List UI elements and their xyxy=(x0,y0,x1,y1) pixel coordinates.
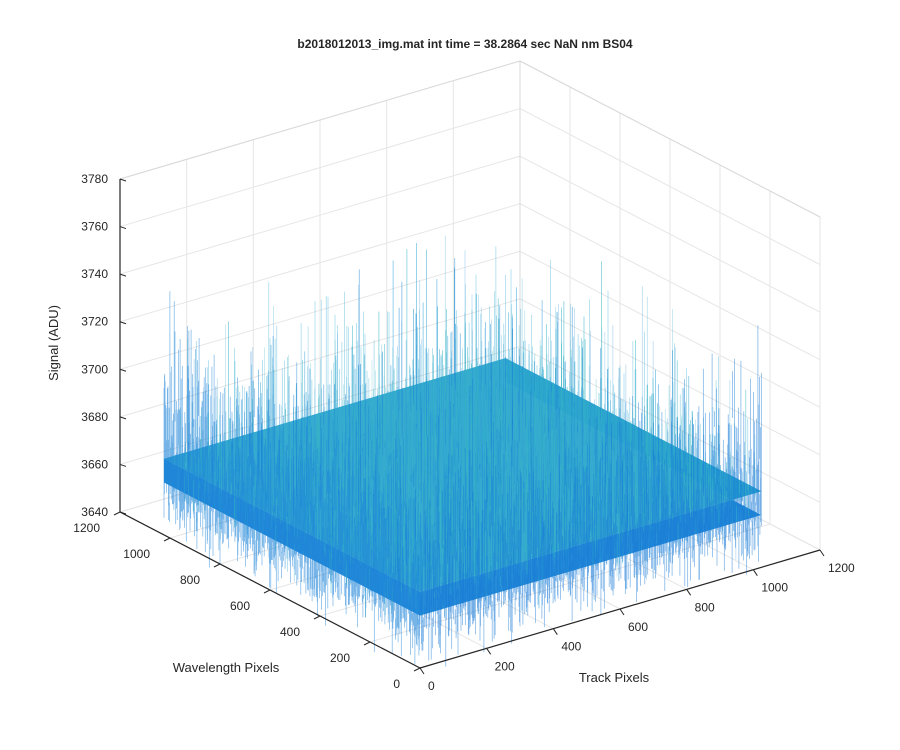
y-tick xyxy=(113,511,121,516)
side-wall-grid-line xyxy=(519,250,821,408)
x-tick-label: 1200 xyxy=(828,561,855,575)
surface xyxy=(163,235,762,667)
y-tick-label: 200 xyxy=(330,651,350,665)
x-tick-label: 600 xyxy=(628,620,648,634)
z-tick-label: 3740 xyxy=(81,267,108,281)
y-tick xyxy=(263,589,271,594)
back-wall-grid-line xyxy=(119,155,521,275)
z-tick xyxy=(119,273,127,277)
x-tick-label: 1000 xyxy=(761,581,788,595)
z-tick xyxy=(119,368,127,372)
z-axis-label: Signal (ADU) xyxy=(46,305,61,381)
z-tick xyxy=(119,321,127,325)
z-tick-label: 3780 xyxy=(81,172,108,186)
surface-speckle-3 xyxy=(181,258,742,617)
z-tick xyxy=(119,226,127,230)
y-tick xyxy=(413,667,421,672)
x-tick xyxy=(619,608,625,616)
y-tick-label: 0 xyxy=(393,677,400,691)
side-wall-grid-line xyxy=(519,298,821,456)
x-tick xyxy=(486,648,492,655)
y-tick-label: 1200 xyxy=(73,521,100,535)
z-tick-label: 3640 xyxy=(81,505,108,519)
x-tick xyxy=(686,589,692,596)
y-tick xyxy=(363,641,371,646)
surface-speckle-5 xyxy=(191,243,732,614)
x-tick xyxy=(819,549,825,557)
side-wall-grid-line xyxy=(519,155,821,313)
z-tick-label: 3660 xyxy=(81,457,108,471)
y-tick xyxy=(163,537,171,542)
y-tick-label: 600 xyxy=(230,599,250,613)
z-tick xyxy=(119,511,127,515)
back-wall-grid-line xyxy=(119,203,521,323)
x-tick-label: 0 xyxy=(428,679,435,693)
z-tick-label: 3760 xyxy=(81,220,108,234)
x-axis-label: Track Pixels xyxy=(579,670,650,685)
y-tick-label: 1000 xyxy=(123,547,150,561)
back-wall-grid-line xyxy=(119,345,521,465)
axes-lines xyxy=(113,178,825,675)
box-edge xyxy=(119,60,521,180)
x-tick xyxy=(552,628,558,635)
side-wall-grid-line xyxy=(519,203,821,361)
side-wall-grid-line xyxy=(519,108,821,266)
surface-speckle-4 xyxy=(188,249,749,610)
y-tick xyxy=(213,563,221,568)
z-tick xyxy=(119,178,127,182)
y-axis-label: Wavelength Pixels xyxy=(173,660,280,675)
z-tick-label: 3680 xyxy=(81,410,108,424)
z-tick xyxy=(119,416,127,420)
box-edge xyxy=(519,60,821,218)
x-tick-label: 800 xyxy=(695,600,715,614)
x-tick-label: 400 xyxy=(561,640,581,654)
back-wall-grid-line xyxy=(119,250,521,370)
x-tick-label: 200 xyxy=(495,659,515,673)
x-tick xyxy=(752,569,758,576)
y-tick-label: 800 xyxy=(180,573,200,587)
back-wall-grid-line xyxy=(119,108,521,228)
tick-labels: 0 200 400 600 800 1000 1200 0 200 400 600 800 1000 12… xyxy=(73,172,855,693)
z-tick-label: 3720 xyxy=(81,315,108,329)
x-tick xyxy=(419,667,425,675)
y-tick xyxy=(313,615,321,620)
chart-title: b2018012013_img.mat int time = 38.2864 s… xyxy=(297,37,633,51)
z-tick-label: 3700 xyxy=(81,362,108,376)
y-tick-label: 400 xyxy=(280,625,300,639)
z-tick xyxy=(119,463,127,467)
